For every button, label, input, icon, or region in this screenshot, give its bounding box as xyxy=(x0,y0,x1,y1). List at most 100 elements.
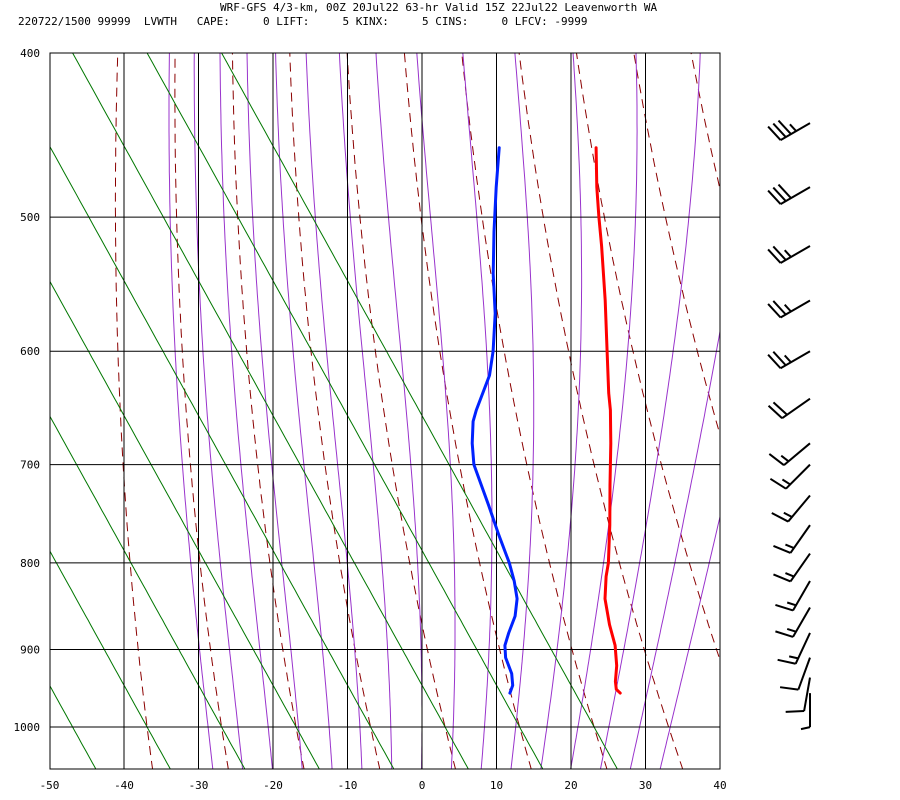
mixing-ratio-line xyxy=(50,145,395,769)
pressure-tick-label: 900 xyxy=(20,643,40,656)
wind-barb-flag xyxy=(773,545,791,554)
wind-barb xyxy=(775,580,811,612)
wind-barb-flag xyxy=(777,658,796,665)
pressure-tick-label: 500 xyxy=(20,211,40,224)
mixing-ratio-line xyxy=(50,685,97,769)
dry-adiabat-line xyxy=(114,53,154,769)
header-line-2: 220722/1500 99999 LVWTH CAPE: 0 LIFT: 5 … xyxy=(18,15,588,28)
wind-barb xyxy=(767,245,811,264)
wind-barb-half-flag xyxy=(800,726,811,731)
dry-adiabat-line xyxy=(575,53,720,662)
wind-barb xyxy=(767,183,811,205)
wind-barb xyxy=(777,632,811,665)
moist-adiabat-line xyxy=(510,53,535,769)
dry-adiabat-line xyxy=(403,53,532,769)
moist-adiabat-line xyxy=(462,53,493,769)
pressure-tick-label: 400 xyxy=(20,47,40,60)
wind-barb-half-flag xyxy=(780,454,790,463)
wind-barb-flag xyxy=(772,186,787,202)
wind-barb-flag xyxy=(775,603,794,612)
wind-barb xyxy=(800,693,811,731)
wind-barb-half-flag xyxy=(781,478,791,486)
wind-barb-flag xyxy=(772,350,787,366)
wind-barb xyxy=(775,606,811,638)
temperature-tick-label: 20 xyxy=(564,779,577,792)
wind-barb xyxy=(773,553,811,583)
wind-barb-half-flag xyxy=(783,249,792,258)
mixing-ratio-line xyxy=(50,415,246,769)
wind-barb-half-flag xyxy=(788,655,799,660)
temperature-tick-label: 0 xyxy=(419,779,426,792)
wind-barb xyxy=(768,442,811,466)
wind-barb-flag xyxy=(775,630,794,638)
dry-adiabat-line xyxy=(461,53,608,769)
moist-adiabat-line xyxy=(168,53,214,769)
wind-barb-flag xyxy=(773,573,791,583)
moist-adiabat-line xyxy=(305,53,363,769)
wind-barb-half-flag xyxy=(783,354,792,363)
wind-barb-flag xyxy=(777,183,792,199)
wind-barb-flag xyxy=(772,245,787,261)
moist-adiabat-line xyxy=(338,53,393,769)
temperature-tick-label: -30 xyxy=(189,779,209,792)
wind-barbs xyxy=(767,119,811,731)
wind-barb-flag xyxy=(768,453,785,466)
pressure-tick-label: 800 xyxy=(20,557,40,570)
moist-adiabat-line xyxy=(659,514,720,769)
mixing-ratio-line xyxy=(50,550,171,769)
wind-barb-shaft xyxy=(803,677,811,712)
grid xyxy=(50,53,720,769)
temperature-tick-label: -40 xyxy=(114,779,134,792)
plot-frame xyxy=(49,52,721,770)
wind-barb-half-flag xyxy=(789,123,797,132)
temperature-tick-label: -10 xyxy=(338,779,358,792)
moist-adiabat-line xyxy=(416,53,456,769)
wind-barb-flag xyxy=(771,512,789,523)
wind-barb-flag xyxy=(772,122,787,138)
wind-barb xyxy=(767,119,811,141)
wind-barb xyxy=(773,524,811,554)
temperature-tick-label: -20 xyxy=(263,779,283,792)
temperature-tick-label: 30 xyxy=(639,779,652,792)
moist-adiabat-line xyxy=(629,328,720,769)
pressure-tick-label: 600 xyxy=(20,345,40,358)
mixing-ratio-line xyxy=(221,53,618,769)
wind-barb-flag xyxy=(767,405,783,419)
wind-barb xyxy=(767,350,811,370)
wind-barb-half-flag xyxy=(785,543,795,549)
wind-barb-flag xyxy=(785,710,805,713)
dewpoint-trace xyxy=(470,146,519,695)
wind-barb-flag xyxy=(767,353,782,369)
sounding-traces xyxy=(470,146,622,695)
wind-barb-flag xyxy=(772,300,787,316)
dry-adiabat-line xyxy=(289,53,381,769)
dry-adiabat-line xyxy=(741,15,900,770)
moist-adiabat-line xyxy=(246,53,303,769)
wind-barb xyxy=(767,397,811,420)
wind-barb-flag xyxy=(772,401,788,416)
wind-barb xyxy=(785,677,811,713)
mixing-ratio-line xyxy=(146,53,544,769)
wind-barb-flag xyxy=(767,303,782,319)
dry-adiabat-line xyxy=(854,15,900,770)
moist-adiabat-line xyxy=(275,53,333,769)
mixing-ratio-line xyxy=(72,53,469,769)
wind-barb-flag xyxy=(767,189,782,205)
moist-adiabat-line xyxy=(570,53,638,769)
wind-barb-flag xyxy=(777,119,792,135)
wind-barb-shaft xyxy=(797,657,811,690)
wind-barb-half-flag xyxy=(783,304,792,313)
thermo-background xyxy=(50,15,900,770)
dry-adiabat-line xyxy=(518,53,684,769)
moist-adiabat-line xyxy=(540,53,583,769)
wind-barb-half-flag xyxy=(786,601,797,607)
moist-adiabat-line xyxy=(375,53,423,769)
wind-barb-flag xyxy=(769,477,787,490)
temperature-tick-label: 40 xyxy=(713,779,726,792)
dry-adiabat-line xyxy=(174,53,229,769)
dry-adiabat-line xyxy=(633,53,720,437)
dry-adiabat-line xyxy=(346,53,456,769)
pressure-tick-label: 700 xyxy=(20,459,40,472)
wind-barb-flag xyxy=(767,125,782,141)
